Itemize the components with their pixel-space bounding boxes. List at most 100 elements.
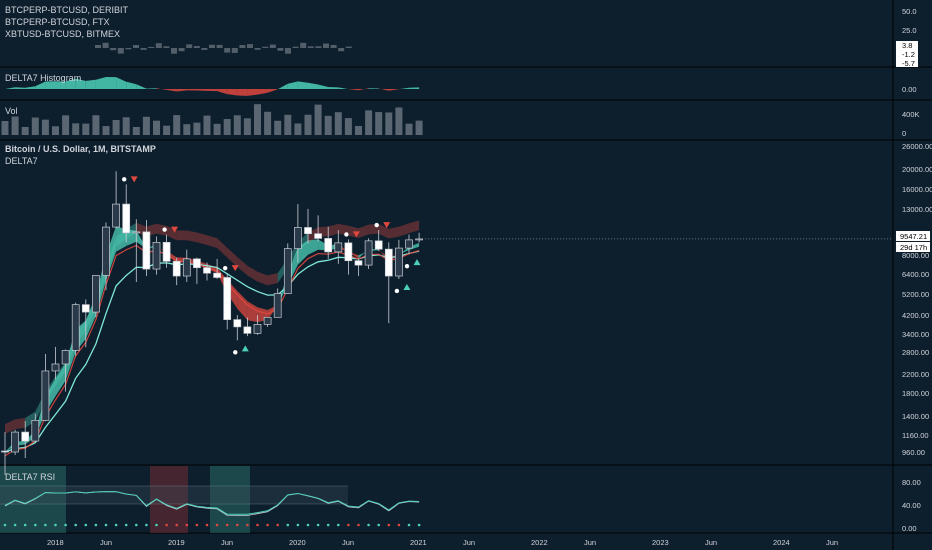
volume-panel — [1, 104, 423, 135]
price-tick: 1800.00 — [902, 389, 929, 398]
price-tick: 20000.00 — [902, 165, 932, 174]
volume-bar — [385, 112, 393, 135]
price-tick: 16000.00 — [902, 185, 932, 194]
price-axis[interactable]: 50.0 25.0 3.8 -1.2 -5.7 0.00 400K 0 2600… — [896, 7, 932, 533]
volume-bar — [415, 120, 423, 135]
price-tick: 1160.00 — [902, 431, 929, 440]
buy-signal-triangle — [403, 283, 411, 290]
legend-ftx: BTCPERP-BTCUSD, FTX — [5, 17, 110, 27]
legend-bitmex: XBTUSD-BTCUSD, BITMEX — [5, 29, 120, 39]
candle-body — [233, 319, 242, 328]
histogram-segment — [388, 89, 399, 91]
price-tick: 1400.00 — [902, 412, 929, 421]
cloud-segment — [176, 230, 187, 241]
cloud-segment — [358, 224, 369, 238]
time-tick: Jun — [463, 538, 475, 547]
volume-bar — [405, 123, 413, 135]
time-axis[interactable]: 2018 Jun 2019 Jun 2020 Jun 2021 Jun 2022… — [47, 538, 838, 547]
time-tick: 2021 — [410, 538, 427, 547]
candle-body — [283, 248, 292, 294]
time-tick: Jun — [342, 538, 354, 547]
volume-bar — [52, 126, 59, 135]
rsi-dot — [104, 523, 108, 527]
cloud-segment — [247, 265, 258, 282]
histogram-segment — [166, 89, 177, 92]
candle-body — [11, 431, 19, 453]
cloud-segment — [15, 417, 26, 430]
histogram-segment — [267, 89, 278, 93]
candle-body — [334, 242, 343, 253]
spread-tag-bg — [896, 50, 918, 59]
volume-bar — [294, 123, 302, 135]
sell-signal-dot — [162, 227, 167, 232]
rsi-dot — [215, 523, 219, 527]
spread-bar — [125, 48, 132, 50]
spread-bar — [277, 48, 284, 51]
candle-body — [304, 227, 312, 235]
countdown-tag: 29d 17h — [900, 243, 927, 252]
rsi-dot — [417, 523, 421, 527]
volume-bar — [233, 115, 241, 135]
price-tick: 13000.00 — [902, 205, 932, 214]
rsi-dot — [64, 523, 67, 527]
spread-bar — [292, 46, 299, 48]
volume-bar — [395, 107, 403, 135]
rsi-tick: 40.00 — [902, 501, 921, 510]
last-price-tag: 9547.21 — [900, 232, 927, 241]
rsi-dot — [296, 523, 300, 527]
candle-body — [41, 370, 50, 421]
spread-bar — [155, 43, 162, 48]
time-tick: 2022 — [531, 538, 548, 547]
spread-tag-bg — [896, 41, 918, 50]
histogram-segment — [217, 89, 228, 95]
spread-bar — [285, 48, 291, 54]
rsi-dot — [276, 523, 280, 527]
rsi-dot — [256, 523, 259, 527]
volume-bar — [1, 121, 9, 135]
candle-body — [102, 226, 110, 276]
rsi-dot — [74, 523, 77, 527]
spread-panel — [95, 42, 352, 54]
price-tick: 3400.00 — [902, 330, 929, 339]
candle-body — [51, 363, 60, 372]
volume-bar — [375, 112, 383, 135]
spread-bar — [193, 46, 200, 48]
spread-tag-bg — [896, 59, 918, 67]
last-price-tag-bg — [896, 231, 930, 241]
candle-body — [344, 242, 353, 262]
histogram-panel — [5, 77, 420, 96]
spread-tick: -1.2 — [902, 50, 915, 59]
cloud-segment — [55, 361, 66, 386]
histogram-segment — [318, 84, 329, 89]
histogram-segment — [186, 89, 197, 91]
volume-bar — [142, 116, 150, 135]
candle-body — [81, 304, 90, 313]
cloud-segment — [308, 227, 319, 243]
volume-bar — [41, 119, 49, 135]
cloud-segment — [126, 222, 137, 239]
histogram-segment — [136, 84, 147, 89]
rsi-dot — [124, 523, 128, 527]
cloud-segment — [186, 230, 197, 243]
candle-body — [395, 247, 403, 277]
rsi-dot — [357, 523, 360, 527]
price-tick: 8000.00 — [902, 251, 929, 260]
volume-bar — [122, 117, 130, 135]
cloud-segment — [227, 247, 238, 267]
volume-bar — [324, 115, 332, 135]
histogram-segment — [146, 88, 157, 89]
time-tick: Jun — [100, 538, 112, 547]
candle-body — [142, 231, 151, 270]
candle-body — [405, 239, 413, 249]
histogram-segment — [348, 89, 359, 91]
buy-signal-dot — [233, 350, 238, 355]
volume-bar — [82, 123, 90, 135]
candle-body — [374, 240, 383, 250]
cloud-segment — [25, 411, 36, 428]
histogram-segment — [85, 79, 96, 89]
ribbon-segment — [237, 290, 248, 321]
sell-signal-dot — [344, 232, 349, 237]
main-chart-subtitle: DELTA7 — [5, 156, 38, 166]
rsi-dot — [13, 523, 17, 527]
